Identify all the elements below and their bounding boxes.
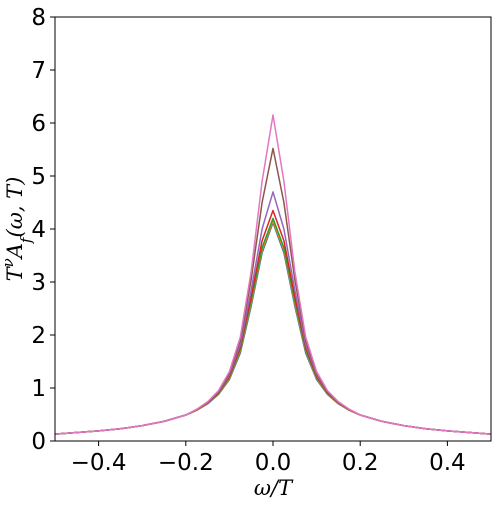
series-line-5: [54, 191, 492, 435]
x-axis: −0.4 −0.2 0.0 0.2 0.4: [71, 441, 466, 476]
y-tick-label: 3: [31, 270, 46, 296]
y-axis-label-f: f: [17, 235, 35, 244]
series-line-2: [54, 220, 492, 435]
x-tick-label: −0.2: [158, 450, 214, 476]
series-line-7: [54, 114, 492, 435]
x-tick-label: 0.4: [429, 450, 466, 476]
series-line-1: [54, 221, 492, 435]
y-tick-label: 7: [31, 58, 46, 84]
y-tick-label: 0: [31, 429, 46, 455]
y-axis-label-a: A: [3, 243, 27, 260]
series-layer: [54, 114, 492, 435]
series-line-3: [54, 217, 492, 435]
plot-frame: [54, 16, 492, 442]
series-line-4: [54, 209, 492, 435]
x-tick-label: −0.4: [71, 450, 127, 476]
y-tick-label: 2: [31, 323, 46, 349]
y-axis-label-t: T: [3, 265, 27, 281]
x-tick-label: 0.0: [255, 450, 292, 476]
y-axis: 0 1 2 3 4 5 6 7 8: [31, 5, 55, 455]
y-tick-label: 1: [31, 376, 46, 402]
y-tick-label: 4: [31, 217, 46, 243]
x-axis-label: ω/T: [254, 476, 294, 500]
y-tick-label: 6: [31, 111, 46, 137]
y-tick-label: 5: [31, 164, 46, 190]
y-tick-label: 8: [31, 5, 46, 31]
y-axis-label: TνAf(ω, T): [0, 177, 35, 282]
y-axis-label-args: (ω, T): [3, 177, 27, 238]
y-axis-label-nu: ν: [0, 258, 17, 267]
x-tick-label: 0.2: [342, 450, 379, 476]
